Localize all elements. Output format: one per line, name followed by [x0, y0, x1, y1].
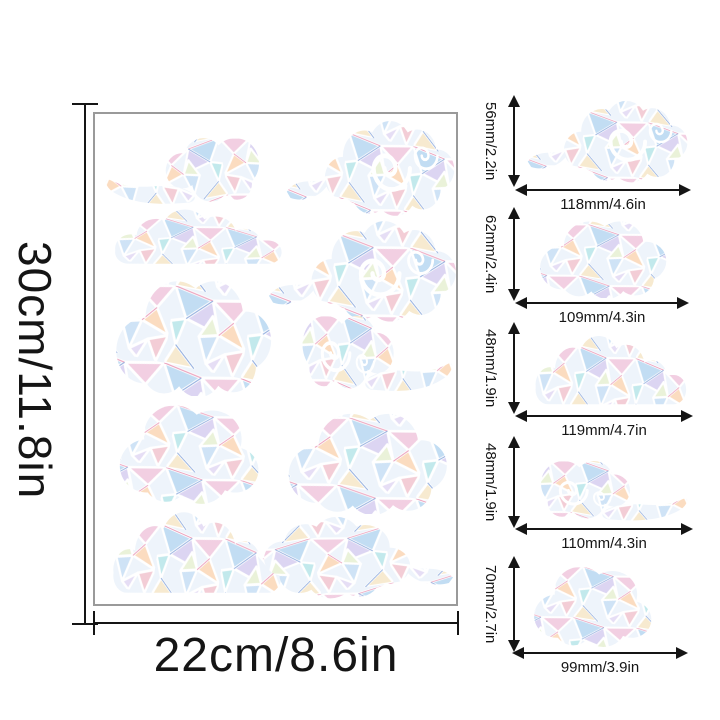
sticker-3-height-arrow	[508, 322, 520, 414]
sticker-2-width-label: 109mm/4.3in	[558, 309, 646, 326]
sticker-2-width-arrow	[515, 297, 689, 309]
sticker-5-width-label: 99mm/3.9in	[560, 659, 640, 676]
sticker-1-width-arrow	[515, 184, 691, 196]
sticker-2-height-label: 62mm/2.4in	[482, 214, 499, 294]
sticker-1-height-label: 56mm/2.2in	[482, 101, 499, 181]
sticker-1-width-label: 118mm/4.6in	[560, 196, 646, 213]
cloud-sticker-puffy	[116, 281, 272, 396]
cloud-sticker-curl	[302, 315, 453, 391]
sheet-width-dimension-line	[93, 611, 459, 635]
sticker-2-height-arrow	[508, 207, 520, 301]
cloud-sticker-swirl-mirrored	[264, 516, 453, 599]
sticker-5-height-label: 70mm/2.7in	[482, 564, 499, 644]
sticker-3-width-arrow	[515, 410, 693, 422]
sticker-3-height-label: 48mm/1.9in	[482, 328, 499, 408]
sticker-5-width-arrow	[512, 647, 688, 659]
sticker-4-height-label: 48mm/1.9in	[482, 442, 499, 522]
sticker-2-puffy-cloud	[540, 221, 667, 298]
sticker-4-curl-cloud	[541, 460, 688, 521]
sticker-4-height-arrow	[508, 436, 520, 528]
sticker-sheet	[93, 112, 458, 606]
sticker-5-height-arrow	[508, 556, 520, 652]
sticker-1-height-arrow	[508, 95, 520, 187]
sticker-3-flat-cloud	[535, 335, 687, 405]
cloud-sticker-cumulus	[119, 405, 259, 504]
sticker-4-width-label: 110mm/4.3in	[561, 535, 647, 552]
cloud-sticker-swirl	[286, 121, 455, 216]
sticker-1-swirl-cloud	[527, 100, 688, 183]
cloud-sticker-puffy	[288, 413, 447, 514]
sticker-3-width-label: 119mm/4.7in	[561, 422, 647, 439]
cloud-sticker-flat	[115, 209, 282, 264]
cloud-sticker-curl-mirrored	[105, 138, 260, 204]
sheet-width-label: 22cm/8.6in	[153, 629, 399, 682]
cloud-sticker-flat	[113, 512, 282, 593]
sticker-5-cumulus-cloud	[534, 566, 652, 647]
sheet-height-label: 30cm/11.8in	[9, 240, 61, 500]
sheet-height-dimension-line	[72, 103, 98, 625]
sticker-4-width-arrow	[515, 523, 693, 535]
